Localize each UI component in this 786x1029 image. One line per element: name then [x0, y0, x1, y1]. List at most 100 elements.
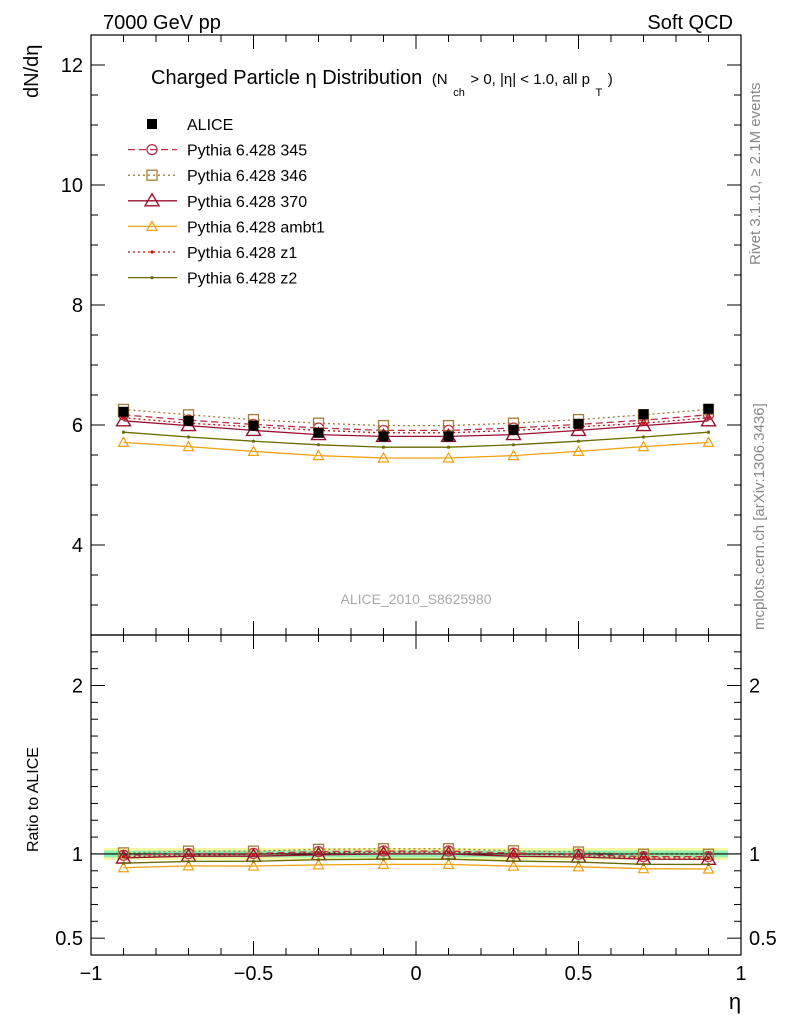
- series-line-p370: [123, 420, 709, 438]
- y-tick-label-ratio-right: 1: [749, 844, 760, 866]
- point-alice: [183, 415, 194, 426]
- y-tick-label-main: 10: [61, 175, 83, 197]
- point-ambt1: [247, 445, 260, 456]
- point-z2: [186, 435, 191, 439]
- point-z2: [446, 445, 451, 449]
- ratio-point-ambt1: [312, 858, 325, 870]
- ratio-point-ambt1: [637, 862, 650, 874]
- ratio-point-z2: [381, 857, 386, 861]
- ratio-point-z2: [251, 859, 256, 863]
- ratio-point-z1: [446, 850, 451, 854]
- ratio-point-z2: [186, 859, 191, 864]
- ratio-point-ambt1: [442, 858, 455, 869]
- chart-title-sub-t: T: [596, 87, 603, 99]
- point-ambt1: [442, 451, 455, 463]
- point-ambt1: [702, 436, 715, 447]
- point-ambt1: [377, 451, 390, 463]
- legend-label-p345: Pythia 6.428 345: [187, 143, 307, 160]
- y-tick-label-ratio: 1: [72, 844, 83, 866]
- point-ambt1: [637, 440, 650, 452]
- point-alice: [573, 418, 584, 429]
- mcplots-side-label: mcplots.cern.ch [arXiv:1306.3436]: [751, 403, 768, 630]
- ratio-point-ambt1: [507, 859, 520, 871]
- point-z1: [706, 416, 711, 420]
- chart-title-sub-ch: ch: [453, 87, 465, 99]
- point-z2: [511, 443, 516, 447]
- header-right-label: Soft QCD: [647, 12, 733, 34]
- ratio-point-z2: [641, 862, 646, 866]
- ratio-point-ambt1: [702, 862, 715, 874]
- point-alice: [443, 431, 454, 442]
- series-line-z1: [123, 417, 709, 434]
- legend-label-ambt1: Pythia 6.428 ambt1: [187, 219, 325, 236]
- header-left-label: 7000 GeV pp: [103, 12, 221, 34]
- series-line-ambt1: [123, 441, 709, 459]
- ratio-point-z1: [251, 852, 256, 857]
- y-tick-label-main: 8: [72, 295, 83, 317]
- legend-label-p370: Pythia 6.428 370: [187, 194, 307, 211]
- legend-marker-p370: [143, 192, 161, 207]
- point-ambt1: [117, 436, 130, 447]
- ratio-point-ambt1: [377, 858, 390, 869]
- point-alice: [508, 424, 519, 435]
- rivet-side-label: Rivet 3.1.10, ≥ 2.1M events: [747, 83, 764, 266]
- x-tick-label: 0: [410, 963, 421, 985]
- ratio-point-ambt1: [117, 861, 130, 873]
- ratio-point-z2: [121, 861, 126, 865]
- ratio-point-z2: [576, 860, 581, 864]
- series-line-p346: [123, 408, 709, 427]
- ratio-line-p345: [123, 850, 709, 858]
- chart-title-suffix: (N: [432, 71, 448, 88]
- point-alice: [118, 406, 129, 417]
- ratio-line-ambt1: [123, 863, 709, 870]
- ratio-point-z2: [706, 862, 711, 867]
- point-ambt1: [312, 449, 325, 461]
- legend-marker-p346: [146, 169, 158, 181]
- point-z2: [381, 445, 386, 449]
- point-p370: [635, 417, 652, 432]
- ratio-line-z2: [123, 858, 709, 866]
- ratio-point-z1: [186, 853, 191, 857]
- point-p370: [700, 412, 717, 427]
- x-axis-label: η: [729, 989, 741, 1014]
- point-p370: [115, 412, 132, 427]
- x-tick-label: −0.5: [234, 963, 273, 985]
- legend-label-alice: ALICE: [187, 117, 233, 134]
- y-tick-label-main: 4: [72, 535, 83, 557]
- point-alice: [638, 409, 649, 420]
- y-tick-label-ratio: 2: [72, 676, 83, 698]
- point-z2: [316, 443, 321, 447]
- ratio-point-z2: [316, 858, 321, 862]
- legend-label-p346: Pythia 6.428 346: [187, 168, 307, 185]
- ratio-point-ambt1: [572, 860, 585, 872]
- ratio-point-z1: [576, 853, 581, 857]
- point-p370: [570, 422, 587, 437]
- y-axis-label-main: dN/dη: [21, 45, 43, 98]
- chart-title-main: Charged Particle η Distribution: [151, 67, 422, 89]
- y-tick-label-main: 6: [72, 415, 83, 437]
- point-z2: [641, 435, 646, 439]
- ratio-line-p370: [123, 853, 709, 860]
- legend-marker-z2: [150, 276, 154, 280]
- y-tick-label-ratio-right: 2: [749, 676, 760, 698]
- point-z2: [251, 439, 256, 443]
- x-tick-label: 1: [735, 963, 746, 985]
- legend-marker-alice: [147, 119, 157, 129]
- y-tick-label-ratio-right: 0.5: [749, 928, 777, 950]
- point-z1: [641, 421, 646, 425]
- x-tick-label: 0.5: [565, 963, 593, 985]
- y-axis-label-ratio: Ratio to ALICE: [25, 747, 42, 852]
- ratio-plot-frame: [90, 634, 742, 956]
- point-ambt1: [182, 440, 195, 452]
- ratio-point-z1: [121, 855, 126, 859]
- legend-label-z1: Pythia 6.428 z1: [187, 245, 297, 262]
- series-line-z2: [123, 431, 709, 448]
- chart-title-close: ): [608, 71, 613, 88]
- ratio-point-z1: [706, 856, 711, 860]
- point-ambt1: [572, 445, 585, 456]
- point-alice: [378, 431, 389, 442]
- ratio-point-z1: [381, 850, 386, 854]
- point-alice: [703, 403, 714, 414]
